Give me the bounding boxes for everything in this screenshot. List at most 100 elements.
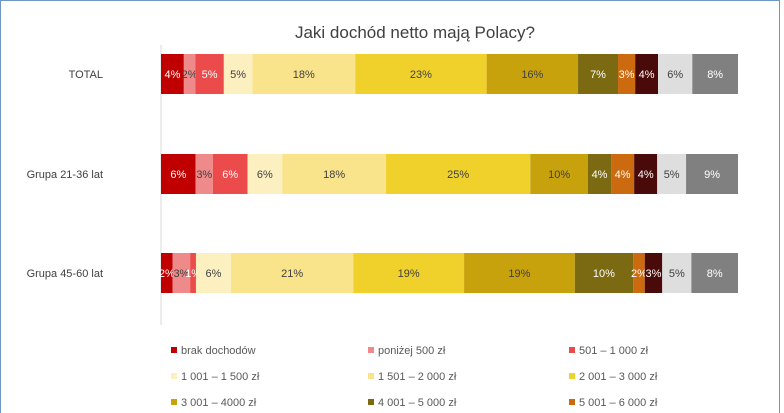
data-label-grupa-21-36-lat-2-001-3-000-zl: 25% xyxy=(447,169,469,181)
bar-grupa-21-36-lat-odmowa-odpowiedzi xyxy=(686,154,738,194)
bar-grupa-21-36-lat-501-1-000-zl xyxy=(212,154,248,194)
legend-label: 5 001 – 6 000 zł xyxy=(579,397,658,409)
bar-grupa-45-60-lat-1-001-1-500-zl xyxy=(195,253,231,293)
bar-grupa-21-36-lat-1-001-1-500-zl xyxy=(247,154,283,194)
legend-swatch xyxy=(569,347,575,353)
data-label-total-ponizej-500-zl: 2% xyxy=(182,69,198,81)
legend-label: 4 001 – 5 000 zł xyxy=(378,397,457,409)
bar-grupa-21-36-lat-trudno-powiedziec xyxy=(657,154,687,194)
data-label-grupa-21-36-lat-4-001-5-000-zl: 4% xyxy=(592,169,608,181)
data-label-total-powyzej-6-000-zl: 4% xyxy=(639,69,655,81)
data-label-grupa-45-60-lat-1-001-1-500-zl: 6% xyxy=(205,268,221,280)
legend-item-3-001-4000-zl: 3 001 – 4000 zł xyxy=(171,397,257,409)
bar-grupa-21-36-lat-5-001-6-000-zl xyxy=(611,154,635,194)
data-label-total-1-001-1-500-zl: 5% xyxy=(230,69,246,81)
bar-grupa-45-60-lat-powyzej-6-000-zl xyxy=(644,253,663,293)
bar-total-501-1-000-zl xyxy=(195,54,224,94)
data-label-total-5-001-6-000-zl: 3% xyxy=(619,69,635,81)
data-label-grupa-45-60-lat-odmowa-odpowiedzi: 8% xyxy=(707,268,723,280)
bar-grupa-21-36-lat-2-001-3-000-zl xyxy=(386,154,531,194)
bar-grupa-45-60-lat-1-501-2-000-zl xyxy=(230,253,354,293)
data-label-total-odmowa-odpowiedzi: 8% xyxy=(707,69,723,81)
data-label-total-brak-dochodow: 4% xyxy=(164,69,180,81)
legend-item-1-001-1-500-zl: 1 001 – 1 500 zł xyxy=(171,371,260,383)
data-label-total-3-001-4000-zl: 16% xyxy=(521,69,543,81)
bar-grupa-21-36-lat-ponizej-500-zl xyxy=(195,154,213,194)
legend-swatch xyxy=(569,399,575,405)
data-label-grupa-21-36-lat-brak-dochodow: 6% xyxy=(170,169,186,181)
bar-grupa-45-60-lat-4-001-5-000-zl xyxy=(574,253,634,293)
data-label-grupa-21-36-lat-501-1-000-zl: 6% xyxy=(222,169,238,181)
bar-total-odmowa-odpowiedzi xyxy=(692,54,738,94)
bar-total-3-001-4000-zl xyxy=(486,54,579,94)
bar-grupa-21-36-lat-powyzej-6-000-zl xyxy=(634,154,658,194)
data-label-grupa-21-36-lat-odmowa-odpowiedzi: 9% xyxy=(704,169,720,181)
bar-grupa-21-36-lat-3-001-4000-zl xyxy=(530,154,588,194)
bar-total-1-501-2-000-zl xyxy=(252,54,356,94)
bar-grupa-45-60-lat-odmowa-odpowiedzi xyxy=(691,253,738,293)
bar-grupa-21-36-lat-1-501-2-000-zl xyxy=(282,154,387,194)
legend-swatch xyxy=(171,347,177,353)
data-label-grupa-21-36-lat-trudno-powiedziec: 5% xyxy=(664,169,680,181)
legend-label: 3 001 – 4000 zł xyxy=(181,397,257,409)
bar-grupa-45-60-lat-trudno-powiedziec xyxy=(662,253,692,293)
category-label-grupa-45-60-lat: Grupa 45-60 lat xyxy=(27,268,103,280)
category-label-total: TOTAL xyxy=(69,69,103,81)
legend-label: poniżej 500 zł xyxy=(378,345,446,357)
data-label-grupa-45-60-lat-1-501-2-000-zl: 21% xyxy=(281,268,303,280)
data-label-grupa-21-36-lat-1-501-2-000-zl: 18% xyxy=(323,169,345,181)
bar-total-5-001-6-000-zl xyxy=(618,54,636,94)
legend-item-brak-dochodow: brak dochodów xyxy=(171,345,256,357)
bar-grupa-45-60-lat-brak-dochodow xyxy=(161,253,173,293)
legend-item-4-001-5-000-zl: 4 001 – 5 000 zł xyxy=(368,397,457,409)
data-label-grupa-21-36-lat-5-001-6-000-zl: 4% xyxy=(615,169,631,181)
data-label-grupa-45-60-lat-brak-dochodow: 2% xyxy=(159,268,175,280)
data-label-grupa-21-36-lat-3-001-4000-zl: 10% xyxy=(548,169,570,181)
legend-label: 501 – 1 000 zł xyxy=(579,345,649,357)
bar-total-4-001-5-000-zl xyxy=(578,54,619,94)
data-label-grupa-45-60-lat-4-001-5-000-zl: 10% xyxy=(593,268,615,280)
bar-grupa-21-36-lat-4-001-5-000-zl xyxy=(587,154,612,194)
data-label-grupa-45-60-lat-5-001-6-000-zl: 2% xyxy=(631,268,647,280)
bar-grupa-45-60-lat-5-001-6-000-zl xyxy=(633,253,645,293)
data-label-total-4-001-5-000-zl: 7% xyxy=(590,69,606,81)
bar-grupa-21-36-lat-brak-dochodow xyxy=(161,154,196,194)
data-label-grupa-45-60-lat-ponizej-500-zl: 3% xyxy=(173,268,189,280)
bar-total-powyzej-6-000-zl xyxy=(635,54,659,94)
bar-total-ponizej-500-zl xyxy=(183,54,196,94)
legend-item-5-001-6-000-zl: 5 001 – 6 000 zł xyxy=(569,397,658,409)
legend-label: 2 001 – 3 000 zł xyxy=(579,371,658,383)
data-label-total-1-501-2-000-zl: 18% xyxy=(293,69,315,81)
legend-swatch xyxy=(171,399,177,405)
data-label-total-2-001-3-000-zl: 23% xyxy=(410,69,432,81)
legend-item-1-501-2-000-zl: 1 501 – 2 000 zł xyxy=(368,371,457,383)
data-label-grupa-21-36-lat-1-001-1-500-zl: 6% xyxy=(257,169,273,181)
legend: brak dochodów poniżej 500 zł 501 – 1 000 z… xyxy=(171,345,658,409)
legend-swatch xyxy=(368,373,374,379)
category-label-grupa-21-36-lat: Grupa 21-36 lat xyxy=(27,169,103,181)
legend-swatch xyxy=(569,373,575,379)
bar-grupa-45-60-lat-ponizej-500-zl xyxy=(172,253,191,293)
bar-grupa-45-60-lat-2-001-3-000-zl xyxy=(353,253,465,293)
legend-swatch xyxy=(171,373,177,379)
data-label-total-501-1-000-zl: 5% xyxy=(202,69,218,81)
legend-label: 1 501 – 2 000 zł xyxy=(378,371,457,383)
legend-item-2-001-3-000-zl: 2 001 – 3 000 zł xyxy=(569,371,658,383)
legend-label: brak dochodów xyxy=(181,345,256,357)
bar-grupa-45-60-lat-501-1-000-zl xyxy=(190,253,196,293)
bar-total-trudno-powiedziec xyxy=(658,54,693,94)
legend-item-501-1-000-zl: 501 – 1 000 zł xyxy=(569,345,649,357)
bars-group: TOTAL 4% 2% 5% 5% 18% 23% 16% 7% 3% 4% 6% 8%Grupa 21… xyxy=(27,54,738,293)
data-label-grupa-45-60-lat-trudno-powiedziec: 5% xyxy=(669,268,685,280)
legend-item-ponizej-500-zl: poniżej 500 zł xyxy=(368,345,446,357)
chart-title: Jaki dochód netto mają Polacy? xyxy=(295,23,535,42)
legend-swatch xyxy=(368,399,374,405)
bar-grupa-45-60-lat-3-001-4000-zl xyxy=(464,253,575,293)
data-label-grupa-45-60-lat-powyzej-6-000-zl: 3% xyxy=(646,268,662,280)
bar-total-1-001-1-500-zl xyxy=(223,54,253,94)
bar-total-brak-dochodow xyxy=(161,54,184,94)
legend-swatch xyxy=(368,347,374,353)
data-label-grupa-21-36-lat-ponizej-500-zl: 3% xyxy=(196,169,212,181)
